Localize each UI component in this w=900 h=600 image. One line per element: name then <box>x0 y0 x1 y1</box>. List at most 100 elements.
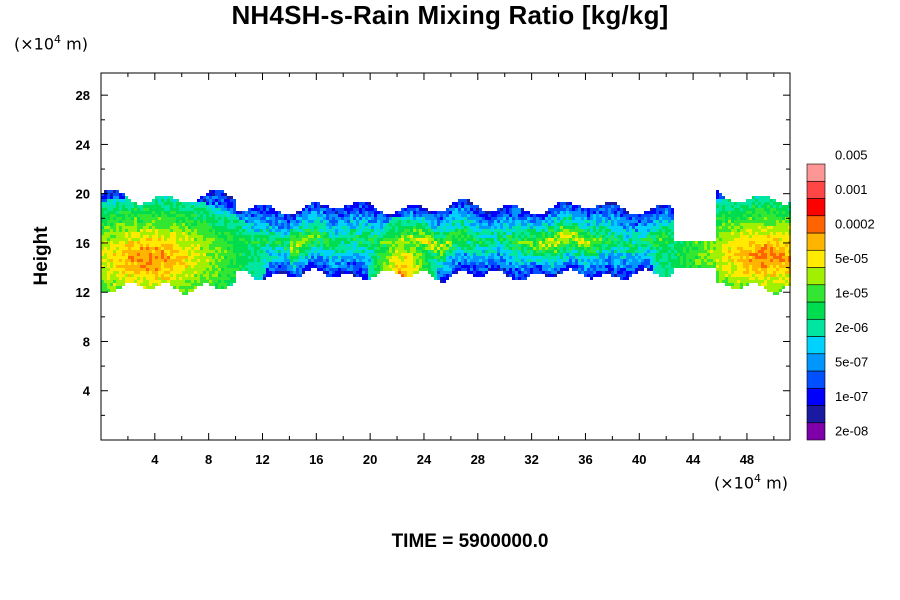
field-cell <box>467 235 470 238</box>
field-cell <box>218 244 221 247</box>
field-cell <box>128 247 131 250</box>
field-cell <box>632 271 635 274</box>
field-cell <box>587 268 590 271</box>
field-cell <box>197 244 200 247</box>
field-cell <box>566 262 569 265</box>
field-cell <box>698 241 701 244</box>
field-cell <box>266 229 269 232</box>
field-cell <box>299 247 302 250</box>
field-cell <box>653 247 656 250</box>
field-cell <box>410 214 413 217</box>
field-cell <box>680 241 683 244</box>
field-cell <box>407 262 410 265</box>
field-cell <box>641 238 644 241</box>
field-cell <box>284 256 287 259</box>
field-cell <box>233 211 236 214</box>
field-cell <box>269 241 272 244</box>
field-cell <box>629 241 632 244</box>
field-cell <box>257 223 260 226</box>
chart-title: NH4SH-s-Rain Mixing Ratio [kg/kg] <box>231 0 669 30</box>
field-cell <box>542 241 545 244</box>
field-cell <box>209 235 212 238</box>
field-cell <box>626 229 629 232</box>
field-cell <box>101 232 104 235</box>
field-cell <box>107 241 110 244</box>
field-cell <box>602 238 605 241</box>
field-cell <box>296 265 299 268</box>
field-cell <box>359 235 362 238</box>
field-cell <box>371 208 374 211</box>
field-cell <box>233 247 236 250</box>
field-cell <box>335 268 338 271</box>
field-cell <box>299 235 302 238</box>
field-cell <box>167 256 170 259</box>
field-cell <box>221 238 224 241</box>
field-cell <box>200 229 203 232</box>
field-cell <box>605 253 608 256</box>
field-cell <box>719 202 722 205</box>
field-cell <box>713 259 716 262</box>
field-cell <box>137 211 140 214</box>
field-cell <box>734 250 737 253</box>
field-cell <box>665 205 668 208</box>
field-cell <box>551 256 554 259</box>
field-cell <box>398 259 401 262</box>
field-cell <box>614 214 617 217</box>
field-cell <box>140 238 143 241</box>
field-cell <box>668 214 671 217</box>
field-cell <box>530 235 533 238</box>
field-cell <box>641 247 644 250</box>
field-cell <box>116 256 119 259</box>
field-cell <box>542 220 545 223</box>
field-cell <box>308 232 311 235</box>
field-cell <box>611 259 614 262</box>
field-cell <box>431 229 434 232</box>
field-cell <box>350 244 353 247</box>
field-cell <box>455 238 458 241</box>
field-cell <box>122 199 125 202</box>
field-cell <box>320 253 323 256</box>
field-cell <box>485 262 488 265</box>
field-cell <box>509 268 512 271</box>
field-cell <box>290 274 293 277</box>
field-cell <box>464 235 467 238</box>
field-cell <box>581 220 584 223</box>
field-cell <box>437 238 440 241</box>
field-cell <box>128 259 131 262</box>
field-cell <box>434 223 437 226</box>
field-cell <box>410 205 413 208</box>
field-cell <box>482 265 485 268</box>
field-cell <box>227 271 230 274</box>
field-cell <box>701 265 704 268</box>
field-cell <box>299 238 302 241</box>
field-cell <box>578 220 581 223</box>
field-cell <box>470 271 473 274</box>
field-cell <box>413 271 416 274</box>
field-cell <box>263 214 266 217</box>
field-cell <box>158 238 161 241</box>
field-cell <box>626 211 629 214</box>
field-cell <box>533 256 536 259</box>
field-cell <box>590 265 593 268</box>
field-cell <box>230 205 233 208</box>
field-cell <box>281 262 284 265</box>
field-cell <box>395 232 398 235</box>
field-cell <box>416 223 419 226</box>
field-cell <box>596 205 599 208</box>
field-cell <box>449 253 452 256</box>
field-cell <box>281 244 284 247</box>
field-cell <box>209 277 212 280</box>
field-cell <box>638 229 641 232</box>
field-cell <box>167 214 170 217</box>
field-cell <box>578 244 581 247</box>
field-cell <box>101 262 104 265</box>
field-cell <box>650 265 653 268</box>
field-cell <box>362 241 365 244</box>
field-cell <box>419 223 422 226</box>
field-cell <box>158 214 161 217</box>
field-cell <box>407 268 410 271</box>
field-cell <box>158 280 161 283</box>
field-cell <box>248 226 251 229</box>
field-cell <box>341 241 344 244</box>
field-cell <box>107 253 110 256</box>
